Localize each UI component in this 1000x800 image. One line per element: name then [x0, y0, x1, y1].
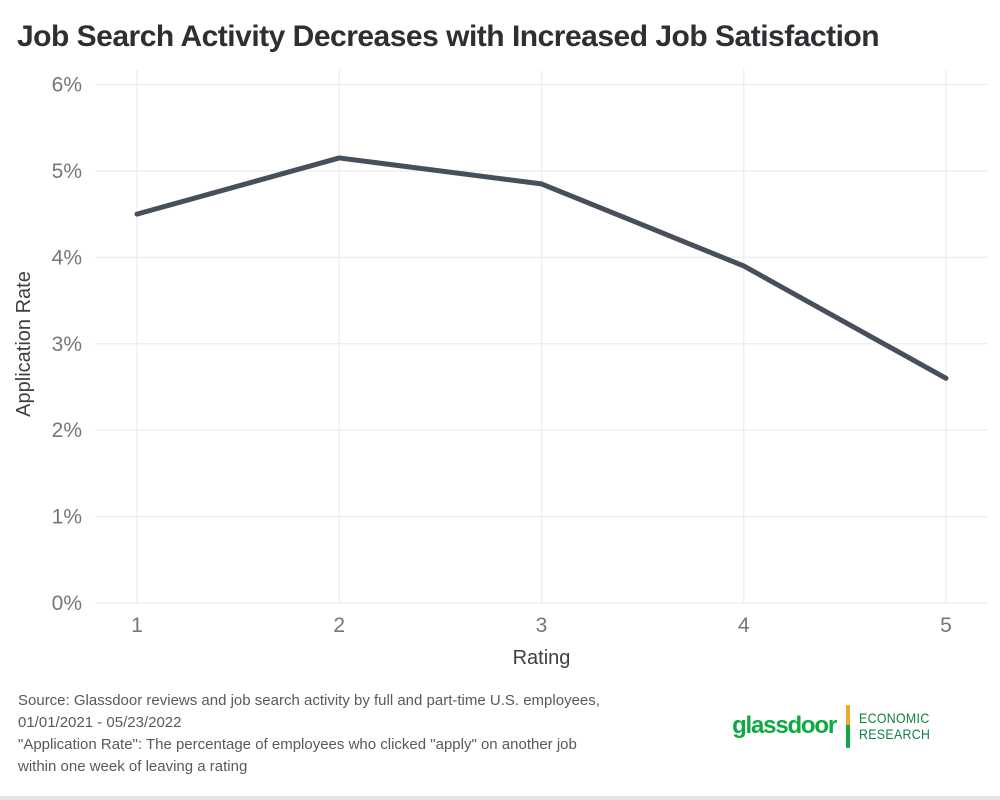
logo-divider-bar [846, 704, 850, 748]
application-rate-line [134, 155, 949, 381]
source-line-2: 01/01/2021 - 05/23/2022 [18, 714, 182, 731]
page-bottom-edge [0, 796, 1000, 800]
line-chart: 0% 1% 2% 3% 4% 5% 6% 1 2 3 4 5 Rating Application Rat… [13, 70, 988, 669]
economic-research-line-1: ECONOMIC [859, 710, 930, 726]
source-line-1: Source: Glassdoor reviews and job search… [18, 692, 600, 709]
economic-research-label: ECONOMIC RESEARCH [859, 710, 930, 742]
x-tick-label: 4 [738, 614, 750, 637]
x-tick-label: 1 [131, 614, 143, 637]
economic-research-line-2: RESEARCH [859, 726, 931, 742]
source-note: Source: Glassdoor reviews and job search… [18, 690, 718, 778]
source-line-4: within one week of leaving a rating [18, 758, 248, 775]
x-axis-title: Rating [513, 647, 571, 669]
y-axis-title: Application Rate [13, 271, 35, 417]
chart-title: Job Search Activity Decreases with Incre… [17, 20, 880, 53]
y-tick-label: 1% [52, 506, 82, 529]
y-tick-label: 3% [52, 333, 82, 356]
source-line-3: "Application Rate": The percentage of em… [18, 736, 577, 753]
x-tick-label: 2 [333, 614, 345, 637]
y-tick-label: 0% [52, 592, 82, 615]
glassdoor-wordmark: glassdoor [732, 712, 837, 739]
y-tick-label: 4% [52, 246, 82, 269]
y-tick-label: 5% [52, 160, 82, 183]
glassdoor-economic-research-logo: glassdoor ECONOMIC RESEARCH [732, 702, 940, 750]
x-tick-label: 5 [940, 614, 952, 637]
x-tick-label: 3 [536, 614, 548, 637]
y-tick-label: 2% [52, 419, 82, 442]
y-tick-label: 6% [52, 74, 82, 97]
